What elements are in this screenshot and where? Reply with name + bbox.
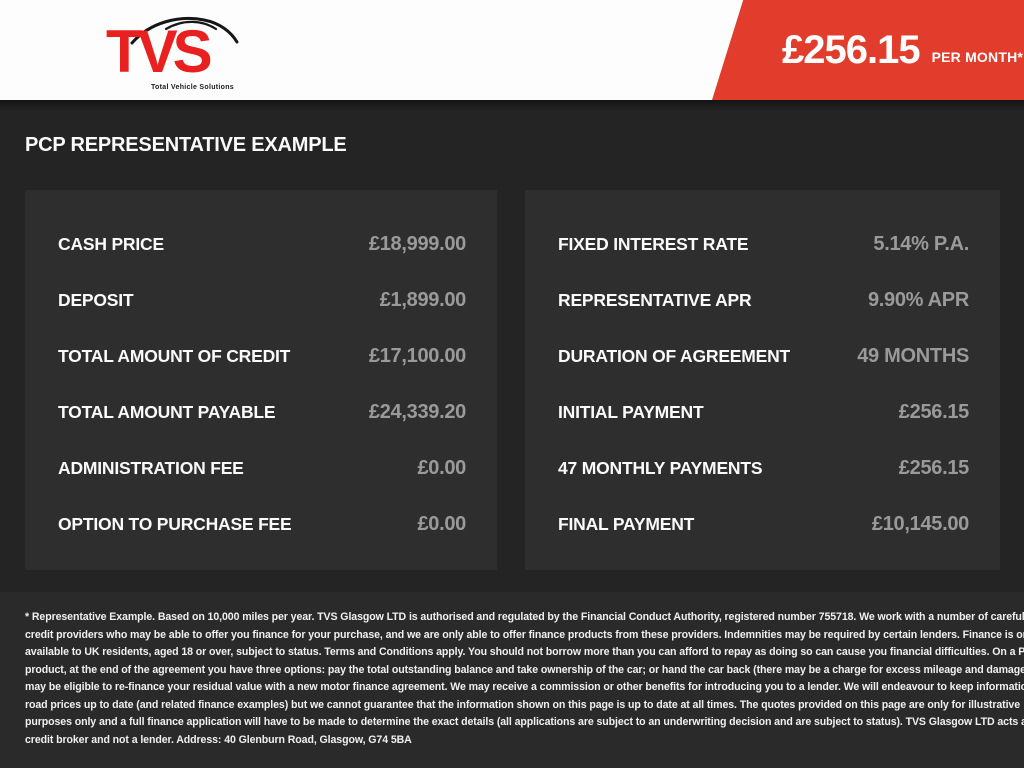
monthly-price-period: PER MONTH* (931, 49, 1024, 65)
monthly-price-banner: £256.15 PER MONTH* (712, 0, 1024, 100)
row-monthly-payments: 47 MONTHLY PAYMENTS £256.15 (558, 440, 969, 496)
disclaimer-line: product, at the end of the agreement you… (25, 663, 1024, 676)
row-value: 5.14% P.A. (873, 232, 969, 255)
row-label: INITIAL PAYMENT (558, 401, 704, 422)
row-administration-fee: ADMINISTRATION FEE £0.00 (58, 440, 466, 496)
row-representative-apr: REPRESENTATIVE APR 9.90% APR (558, 272, 969, 328)
legal-footer: * Representative Example. Based on 10,00… (0, 592, 1024, 768)
row-label: 47 MONTHLY PAYMENTS (558, 457, 763, 478)
row-value: £0.00 (417, 512, 466, 535)
row-label: DEPOSIT (58, 289, 134, 310)
row-value: £10,145.00 (871, 512, 969, 535)
row-total-amount-of-credit: TOTAL AMOUNT OF CREDIT £17,100.00 (58, 328, 466, 384)
row-label: ADMINISTRATION FEE (58, 457, 244, 478)
disclaimer-line: * Representative Example. Based on 10,00… (25, 611, 1024, 623)
disclaimer-line: road prices up to date (and related fina… (25, 698, 1020, 711)
finance-panel-right: FIXED INTEREST RATE 5.14% P.A. REPRESENT… (525, 190, 1000, 570)
logo-wordmark: TVS (106, 18, 213, 85)
disclaimer-line: credit providers who may be able to offe… (25, 628, 1024, 641)
representative-example-disclaimer: * Representative Example. Based on 10,00… (25, 609, 1024, 749)
car-silhouette-icon (130, 16, 239, 45)
row-duration-of-agreement: DURATION OF AGREEMENT 49 MONTHS (558, 328, 969, 384)
row-value: £18,999.00 (368, 232, 466, 255)
row-label: DURATION OF AGREEMENT (558, 345, 791, 366)
row-label: FINAL PAYMENT (558, 513, 695, 534)
disclaimer-line: purposes only and a full finance applica… (25, 716, 1024, 728)
row-label: REPRESENTATIVE APR (558, 289, 752, 310)
disclaimer-line: credit broker and not a lender. Address:… (25, 733, 412, 746)
section-heading: PCP REPRESENTATIVE EXAMPLE (25, 134, 347, 156)
row-label: TOTAL AMOUNT OF CREDIT (58, 345, 291, 366)
monthly-price-amount: £256.15 (782, 28, 921, 72)
row-value: £0.00 (417, 456, 466, 479)
row-value: £17,100.00 (368, 344, 466, 367)
finance-example-section: PCP REPRESENTATIVE EXAMPLE CASH PRICE £1… (0, 100, 1024, 592)
row-value: £24,339.20 (368, 400, 466, 423)
disclaimer-line: available to UK residents, aged 18 or ov… (25, 646, 1024, 658)
row-label: TOTAL AMOUNT PAYABLE (58, 401, 276, 422)
logo-tagline: Total Vehicle Solutions (150, 84, 234, 91)
tvs-logo[interactable]: TVS Total Vehicle Solutions (106, 12, 240, 96)
row-option-to-purchase-fee: OPTION TO PURCHASE FEE £0.00 (58, 496, 466, 552)
row-value: 49 MONTHS (857, 344, 969, 367)
row-fixed-interest-rate: FIXED INTEREST RATE 5.14% P.A. (558, 216, 969, 272)
finance-panel-left: CASH PRICE £18,999.00 DEPOSIT £1,899.00 … (25, 190, 497, 570)
row-deposit: DEPOSIT £1,899.00 (58, 272, 466, 328)
row-label: CASH PRICE (58, 233, 164, 254)
row-value: £256.15 (898, 456, 970, 479)
row-label: FIXED INTEREST RATE (558, 233, 749, 254)
row-cash-price: CASH PRICE £18,999.00 (58, 216, 466, 272)
row-final-payment: FINAL PAYMENT £10,145.00 (558, 496, 969, 552)
row-value: £1,899.00 (379, 288, 467, 311)
row-value: 9.90% APR (867, 288, 969, 311)
row-label: OPTION TO PURCHASE FEE (58, 513, 292, 534)
row-total-amount-payable: TOTAL AMOUNT PAYABLE £24,339.20 (58, 384, 466, 440)
disclaimer-line: may be eligible to re-finance your resid… (25, 681, 1024, 693)
row-initial-payment: INITIAL PAYMENT £256.15 (558, 384, 969, 440)
header-bar: TVS Total Vehicle Solutions £256.15 PER … (0, 0, 1024, 100)
row-value: £256.15 (898, 400, 970, 423)
